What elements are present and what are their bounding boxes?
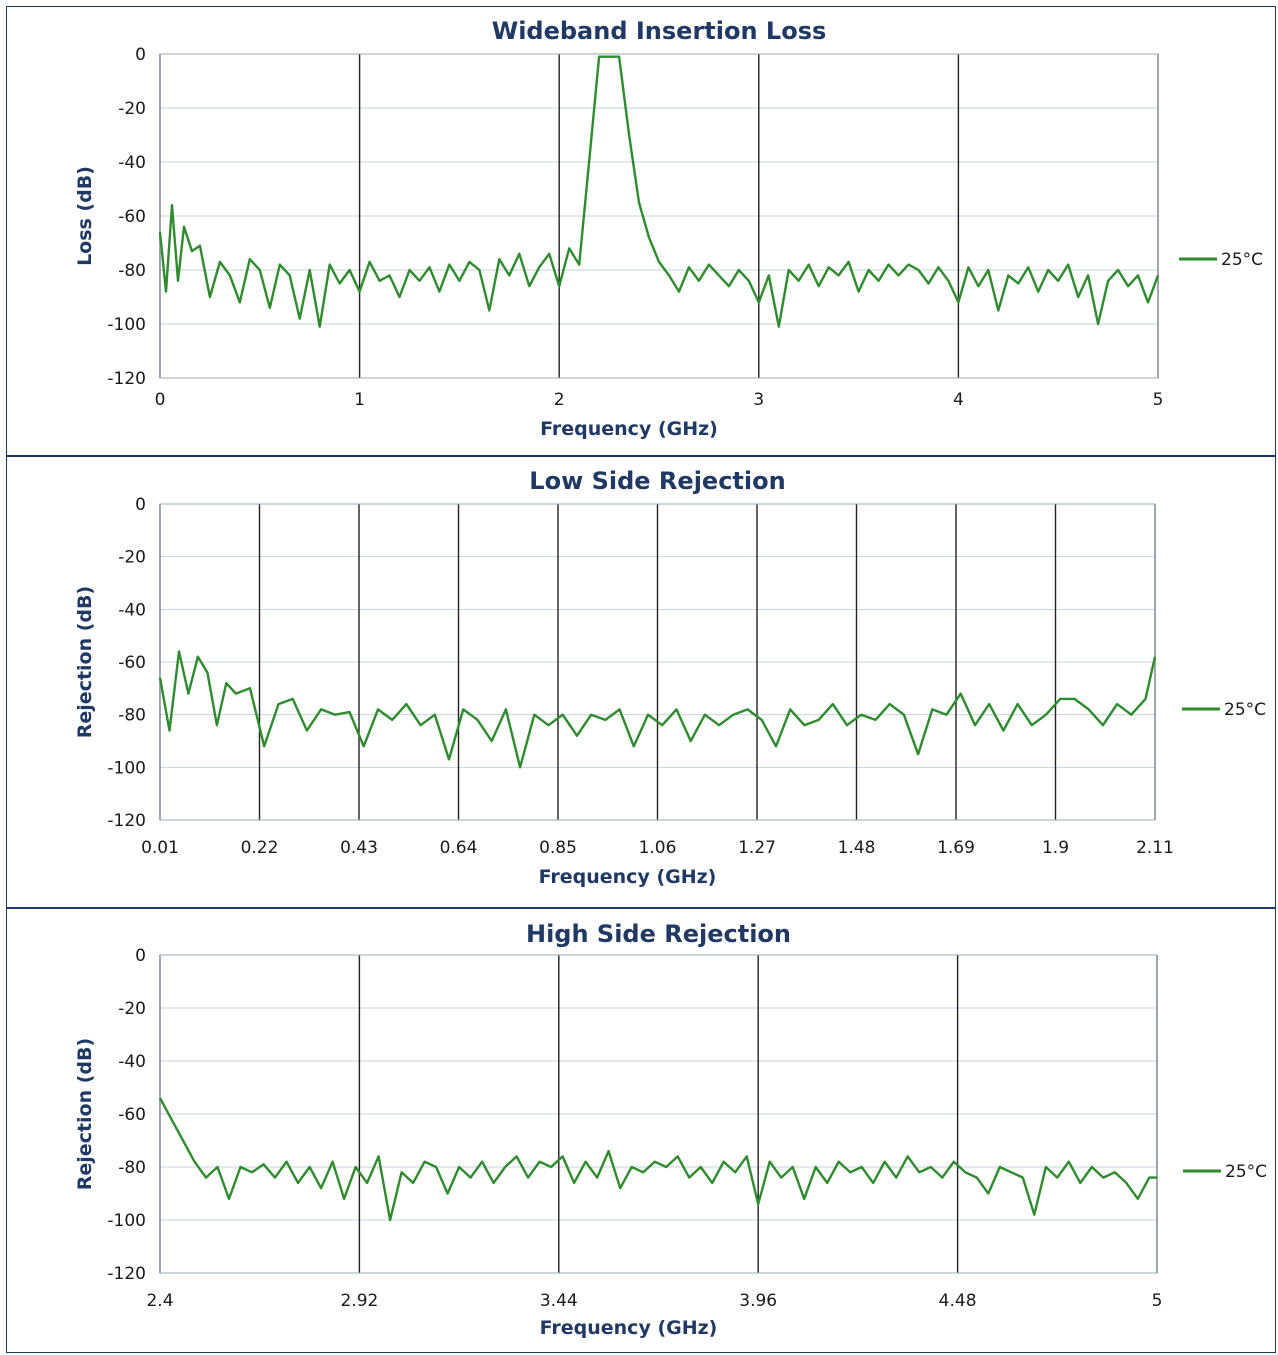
x-tick-label: 4.48 bbox=[939, 1291, 977, 1311]
x-tick-label: 2.92 bbox=[340, 1291, 378, 1311]
x-tick-label: 2 bbox=[554, 390, 565, 410]
x-tick-label: 1.69 bbox=[937, 838, 975, 858]
x-tick-label: 4 bbox=[953, 390, 964, 410]
chart-panel-wideband: Wideband Insertion Loss 0 -20 -40 -60 -80 -100… bbox=[6, 6, 1276, 456]
chart-title: High Side Rejection bbox=[526, 920, 791, 948]
y-axis-label: Rejection (dB) bbox=[74, 1038, 96, 1190]
y-tick-label: -100 bbox=[107, 1211, 146, 1231]
y-tick-label: -120 bbox=[107, 369, 146, 389]
x-tick-label: 3 bbox=[753, 390, 764, 410]
y-tick-label: 0 bbox=[135, 495, 146, 515]
y-tick-label: -120 bbox=[107, 1264, 146, 1284]
x-tick-label: 1.27 bbox=[738, 838, 776, 858]
chart-title: Low Side Rejection bbox=[529, 467, 785, 495]
chart-panel-low-side: Low Side Rejection 0 -20 -40 -60 -80 -100 -120 0… bbox=[6, 456, 1276, 908]
chart-panel-high-side: High Side Rejection 0 -20 -40 -60 -80 -100 -120… bbox=[6, 908, 1276, 1353]
x-tick-label: 0.85 bbox=[539, 838, 577, 858]
y-tick-label: -80 bbox=[118, 706, 146, 726]
x-tick-label: 2.11 bbox=[1136, 838, 1174, 858]
x-tick-label: 0.43 bbox=[340, 838, 378, 858]
plot-area bbox=[159, 53, 1159, 379]
x-axis-label: Frequency (GHz) bbox=[539, 866, 717, 888]
x-axis-label: Frequency (GHz) bbox=[540, 1317, 718, 1339]
x-tick-label: 3.44 bbox=[540, 1291, 578, 1311]
y-tick-label: -60 bbox=[118, 1105, 146, 1125]
x-tick-label: 2.4 bbox=[146, 1291, 173, 1311]
y-axis-label: Loss (dB) bbox=[74, 166, 96, 266]
x-tick-label: 0 bbox=[155, 390, 166, 410]
y-tick-label: -40 bbox=[118, 1052, 146, 1072]
y-tick-label: -60 bbox=[118, 653, 146, 673]
y-tick-label: -20 bbox=[118, 999, 146, 1019]
x-tick-label: 5 bbox=[1153, 390, 1164, 410]
y-tick-label: -40 bbox=[118, 600, 146, 620]
y-axis-label: Rejection (dB) bbox=[74, 586, 96, 738]
low-side-rejection-chart: Low Side Rejection 0 -20 -40 -60 -80 -100 -120 0… bbox=[74, 467, 1266, 888]
y-tick-label: -120 bbox=[107, 811, 146, 831]
legend-label: 25°C bbox=[1225, 1162, 1267, 1182]
legend-label: 25°C bbox=[1224, 700, 1266, 720]
y-tick-label: -80 bbox=[118, 261, 146, 281]
x-axis-label: Frequency (GHz) bbox=[540, 418, 718, 440]
y-tick-label: 0 bbox=[135, 45, 146, 65]
wideband-insertion-loss-chart: Wideband Insertion Loss 0 -20 -40 -60 -80 -100… bbox=[74, 17, 1263, 440]
chart-title: Wideband Insertion Loss bbox=[492, 17, 827, 45]
y-tick-label: 0 bbox=[135, 946, 146, 966]
y-tick-label: -40 bbox=[118, 153, 146, 173]
x-tick-label: 3.96 bbox=[739, 1291, 777, 1311]
series-line bbox=[158, 55, 1160, 328]
y-tick-label: -100 bbox=[107, 315, 146, 335]
y-tick-label: -20 bbox=[118, 99, 146, 119]
x-tick-label: 1.9 bbox=[1042, 838, 1069, 858]
high-side-rejection-chart: High Side Rejection 0 -20 -40 -60 -80 -100 -120… bbox=[74, 920, 1267, 1339]
y-tick-label: -20 bbox=[118, 548, 146, 568]
x-tick-label: 0.64 bbox=[440, 838, 478, 858]
x-tick-label: 5 bbox=[1152, 1291, 1163, 1311]
x-tick-label: 0.22 bbox=[241, 838, 279, 858]
x-tick-label: 1.06 bbox=[639, 838, 677, 858]
x-tick-label: 0.01 bbox=[141, 838, 179, 858]
y-tick-label: -80 bbox=[118, 1158, 146, 1178]
series-line bbox=[158, 1097, 1157, 1222]
y-tick-label: -100 bbox=[107, 758, 146, 778]
legend-label: 25°C bbox=[1221, 250, 1263, 270]
x-tick-label: 1.48 bbox=[838, 838, 876, 858]
y-tick-label: -60 bbox=[118, 207, 146, 227]
x-tick-label: 1 bbox=[354, 390, 365, 410]
series-line bbox=[158, 650, 1157, 769]
plot-area bbox=[159, 954, 1158, 1274]
